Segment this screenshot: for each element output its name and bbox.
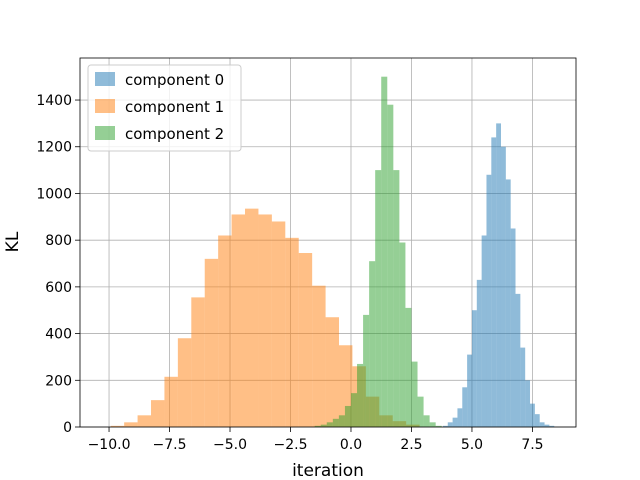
histogram-bar xyxy=(245,208,259,427)
histogram-bar xyxy=(496,123,501,428)
histogram-bar xyxy=(325,317,340,427)
histogram-bar xyxy=(467,354,472,427)
histogram-bar xyxy=(442,425,448,427)
histogram-bar xyxy=(393,170,400,428)
x-tick-label: 2.5 xyxy=(400,437,422,453)
x-tick-label: 5.0 xyxy=(461,437,483,453)
histogram-bar xyxy=(332,418,339,427)
histogram-bar xyxy=(298,253,313,427)
histogram-bar xyxy=(137,415,152,427)
histogram-bar xyxy=(530,403,535,427)
y-axis-label: KL xyxy=(3,231,23,252)
histogram-bar xyxy=(500,146,506,428)
histogram-bar xyxy=(481,235,487,427)
histogram-bar xyxy=(314,425,321,427)
histogram-bar xyxy=(344,405,351,427)
x-axis-label: iteration xyxy=(292,461,364,480)
histogram-bar xyxy=(369,261,376,427)
histogram-bar xyxy=(549,425,555,427)
histogram-bar xyxy=(320,424,327,427)
series-component-1 xyxy=(110,208,420,427)
y-axis-ticks: 0 200 400 600 800 1000 1200 1400 xyxy=(36,93,80,436)
x-tick-label: 7.5 xyxy=(521,437,543,453)
legend-swatch-component-0 xyxy=(95,72,115,86)
histogram-bar xyxy=(417,396,424,427)
histogram-bar xyxy=(435,425,442,427)
histogram-bar xyxy=(357,363,364,427)
histogram-bar xyxy=(231,214,246,427)
histogram-bar xyxy=(429,422,436,427)
histogram-bar xyxy=(387,104,394,427)
histogram-bar xyxy=(515,293,521,427)
histogram-bar xyxy=(491,137,497,427)
y-tick-label: 1200 xyxy=(36,140,72,156)
x-tick-label: −10.0 xyxy=(88,437,131,453)
series-component-0 xyxy=(442,123,555,428)
histogram-bar xyxy=(124,422,138,427)
histogram-bar xyxy=(405,307,412,427)
histogram-bar xyxy=(363,314,370,427)
histogram-bar xyxy=(423,415,430,427)
histogram-bar xyxy=(218,235,232,427)
histogram-bar xyxy=(539,422,545,427)
histogram-bar xyxy=(510,228,516,427)
histogram-bar xyxy=(338,415,345,427)
histogram-bar xyxy=(204,258,219,427)
histogram-bar xyxy=(375,170,382,428)
histogram-bar xyxy=(285,237,299,427)
x-axis-ticks: −10.0 −7.5 −5.0 −2.5 0.0 2.5 5.0 7.5 xyxy=(88,427,544,453)
histogram-bar xyxy=(544,424,550,427)
histogram-bar xyxy=(505,179,511,427)
histogram-bar xyxy=(350,393,358,427)
y-tick-label: 600 xyxy=(45,280,72,296)
histogram-bar xyxy=(326,422,333,427)
histogram-bar xyxy=(191,297,205,427)
histogram-bar xyxy=(447,422,453,427)
histogram-bar xyxy=(399,242,406,427)
y-tick-label: 400 xyxy=(45,327,72,343)
histogram-bar xyxy=(271,221,286,427)
x-tick-label: −2.5 xyxy=(273,437,307,453)
histogram-bar xyxy=(312,285,326,427)
histogram-bar xyxy=(476,279,482,427)
legend-label-component-1: component 1 xyxy=(125,98,224,116)
histogram-bar xyxy=(110,425,125,427)
histogram-bars xyxy=(110,76,555,428)
histogram-bar xyxy=(534,414,540,427)
y-tick-label: 200 xyxy=(45,373,72,389)
histogram-bar xyxy=(520,347,526,427)
histogram-bar xyxy=(381,76,388,428)
x-tick-label: −5.0 xyxy=(213,437,247,453)
histogram-bar xyxy=(486,174,492,427)
legend: component 0 component 1 component 2 xyxy=(87,64,242,152)
y-tick-label: 800 xyxy=(45,233,72,249)
histogram-bar xyxy=(457,408,463,427)
histogram-bar xyxy=(151,400,165,427)
histogram-bar xyxy=(525,380,531,427)
x-tick-label: 0.0 xyxy=(340,437,362,453)
histogram-bar xyxy=(258,214,272,427)
legend-label-component-2: component 2 xyxy=(125,125,224,143)
histogram-bar xyxy=(471,310,477,427)
histogram-bar xyxy=(452,417,458,427)
legend-label-component-0: component 0 xyxy=(125,71,224,89)
histogram-bar xyxy=(411,361,418,427)
legend-box xyxy=(87,64,242,152)
y-tick-label: 1400 xyxy=(36,93,72,109)
histogram-bar xyxy=(462,387,468,427)
legend-swatch-component-1 xyxy=(95,99,115,113)
histogram-bar xyxy=(164,376,178,427)
x-tick-label: −7.5 xyxy=(153,437,187,453)
y-tick-label: 0 xyxy=(63,420,72,436)
histogram-bar xyxy=(177,338,192,427)
y-tick-label: 1000 xyxy=(36,186,72,202)
plot-frame xyxy=(79,57,577,428)
series-component-2 xyxy=(314,76,442,428)
legend-swatch-component-2 xyxy=(95,126,115,140)
